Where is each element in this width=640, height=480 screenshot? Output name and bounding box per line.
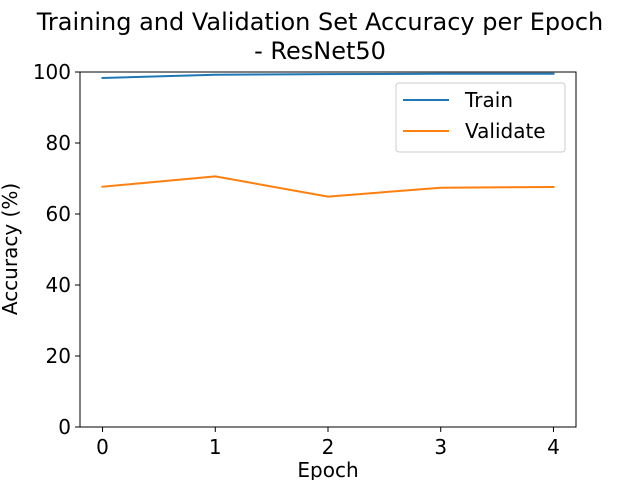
y-axis-label: Accuracy (%) xyxy=(0,183,22,315)
x-tick-label: 3 xyxy=(434,435,447,459)
y-tick-label: 60 xyxy=(46,202,71,226)
x-tick-label: 1 xyxy=(209,435,222,459)
x-tick-label: 0 xyxy=(96,435,109,459)
y-tick-label: 20 xyxy=(46,344,71,368)
y-tick-label: 100 xyxy=(33,60,71,84)
chart-title: Training and Validation Set Accuracy per… xyxy=(36,8,603,65)
series-line-train xyxy=(101,72,555,80)
x-tick-label: 2 xyxy=(322,435,335,459)
x-tick-label: 4 xyxy=(547,435,560,459)
y-tick-label: 0 xyxy=(58,415,71,439)
y-tick-label: 40 xyxy=(46,273,71,297)
chart-title-line-2: - ResNet50 xyxy=(254,37,386,65)
y-tick-label: 80 xyxy=(46,131,71,155)
legend: Train Validate xyxy=(395,82,566,153)
series-line-validate xyxy=(101,175,555,198)
chart-title-line-1: Training and Validation Set Accuracy per… xyxy=(36,8,603,36)
legend-label-validate: Validate xyxy=(465,119,546,143)
legend-label-train: Train xyxy=(464,88,513,112)
x-axis-label: Epoch xyxy=(297,458,358,480)
series-lines xyxy=(101,72,555,198)
